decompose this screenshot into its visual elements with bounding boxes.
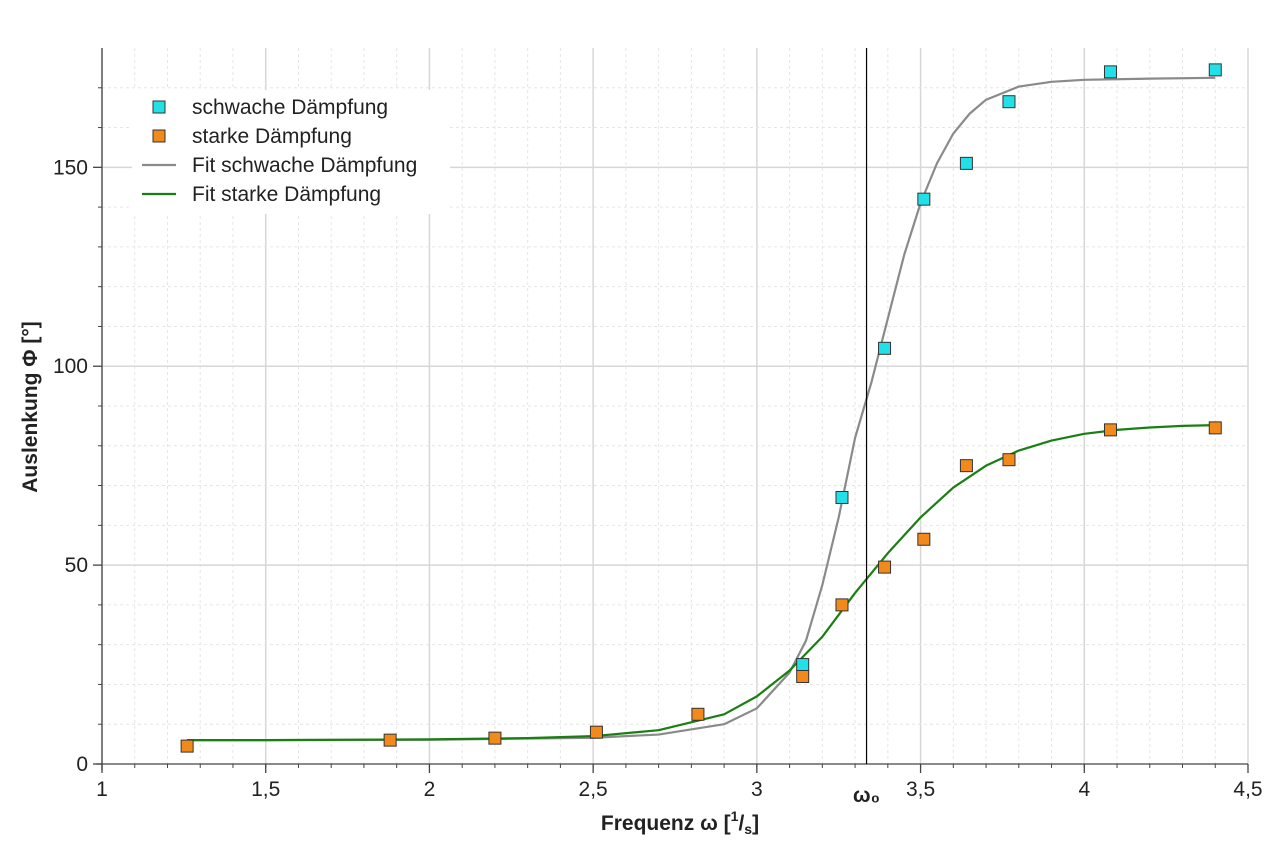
data-point: [835, 598, 849, 612]
y-tick-label: 150: [53, 156, 88, 179]
data-point: [1103, 423, 1117, 437]
data-point: [1208, 63, 1222, 77]
y-tick-label: 0: [76, 753, 88, 776]
legend-marker: [152, 100, 166, 114]
x-tick-label: 2: [424, 778, 436, 801]
data-point: [488, 731, 502, 745]
data-point: [959, 459, 973, 473]
legend-label: Fit schwache Dämpfung: [192, 154, 417, 177]
x-axis-title: Frequenz ω [1/s]: [601, 808, 759, 837]
legend-marker: [152, 129, 166, 143]
series-line: [187, 76, 1216, 742]
x-tick-label: 3: [751, 778, 763, 801]
data-point: [1208, 421, 1222, 435]
annotation: ω₀: [853, 48, 880, 807]
data-point: [383, 733, 397, 747]
data-point: [589, 725, 603, 739]
data-point: [959, 156, 973, 170]
data-point: [1002, 95, 1016, 109]
series-line: [187, 423, 1216, 742]
data-point: [878, 341, 892, 355]
data-point: [180, 739, 194, 753]
y-axis-title: Auslenkung Φ [°]: [19, 321, 42, 492]
omega0-label: ω₀: [853, 784, 880, 807]
data-point: [796, 669, 810, 683]
y-tick-label: 50: [65, 554, 88, 577]
legend-label: starke Dämpfung: [192, 125, 352, 148]
x-tick-label: 3,5: [906, 778, 935, 801]
data-markers: [180, 63, 1222, 753]
grid: [101, 48, 1249, 764]
legend-label: Fit starke Dämpfung: [192, 183, 381, 206]
legend-label: schwache Dämpfung: [192, 96, 388, 119]
x-tick-label: 1,5: [251, 778, 280, 801]
y-tick-label: 100: [53, 355, 88, 378]
data-point: [835, 490, 849, 504]
x-tick-label: 2,5: [579, 778, 608, 801]
data-point: [1002, 453, 1016, 467]
data-point: [878, 560, 892, 574]
data-point: [917, 192, 931, 206]
legend: schwache Dämpfung starke Dämpfung Fit schw…: [132, 90, 450, 214]
legend-box: [132, 90, 450, 214]
x-tick-label: 1: [96, 778, 108, 801]
data-point: [796, 658, 810, 672]
fit-lines: [187, 76, 1216, 742]
data-point: [917, 532, 931, 546]
ticks: 1 1,5 2 2,5 3 3,5 4 4,5 0 50 100 150: [53, 87, 1263, 801]
axes: [96, 48, 1248, 770]
data-point: [691, 707, 705, 721]
x-tick-label: 4: [1078, 778, 1090, 801]
x-tick-label: 4,5: [1233, 778, 1262, 801]
data-point: [1103, 65, 1117, 79]
